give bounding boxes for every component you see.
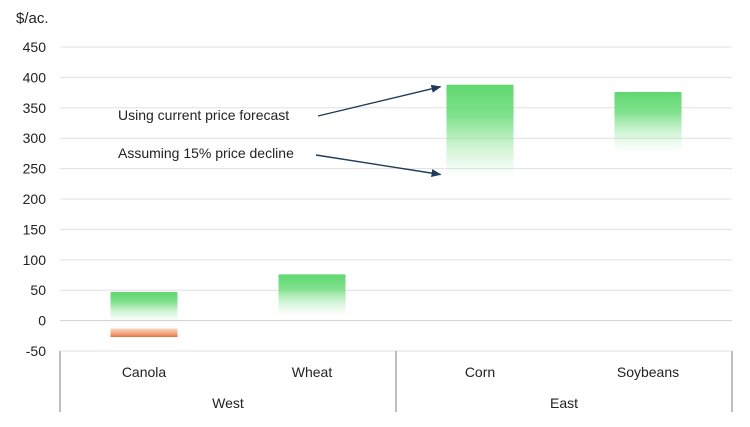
y-tick-label: 400: [23, 69, 47, 85]
bar-range: [278, 274, 346, 315]
bar-negative: [110, 328, 178, 338]
bars: [110, 84, 682, 338]
y-tick-label: 50: [30, 282, 46, 298]
x-group-label: East: [550, 395, 578, 411]
x-tick-label: Soybeans: [617, 364, 679, 380]
x-tick-label: Wheat: [292, 364, 333, 380]
bar-range: [446, 84, 514, 177]
annotation-label: Assuming 15% price decline: [118, 145, 294, 161]
y-tick-label: 0: [38, 313, 46, 329]
y-tick-label: 450: [23, 39, 47, 55]
bar-range: [614, 91, 682, 151]
x-tick-label: Corn: [465, 364, 495, 380]
bar-range: [110, 292, 178, 321]
y-axis-label: $/ac.: [16, 10, 49, 27]
y-tick-label: -50: [26, 343, 46, 359]
y-tick-label: 200: [23, 191, 47, 207]
annotations: Using current price forecast Assuming 15%…: [118, 84, 442, 178]
y-tick-label: 150: [23, 221, 47, 237]
y-tick-label: 250: [23, 161, 47, 177]
x-group-label: West: [212, 395, 244, 411]
axes: 450 400 350 300 250 200 150 100 50 0 -50 West East Ca…: [23, 39, 733, 412]
y-tick-label: 100: [23, 252, 47, 268]
y-tick-label: 350: [23, 100, 47, 116]
annotation-label: Using current price forecast: [118, 107, 289, 123]
gridlines: [60, 46, 732, 352]
annotation-arrow: [315, 154, 442, 178]
x-tick-label: Canola: [122, 364, 167, 380]
y-tick-label: 300: [23, 130, 47, 146]
annotation-arrow: [317, 84, 442, 117]
